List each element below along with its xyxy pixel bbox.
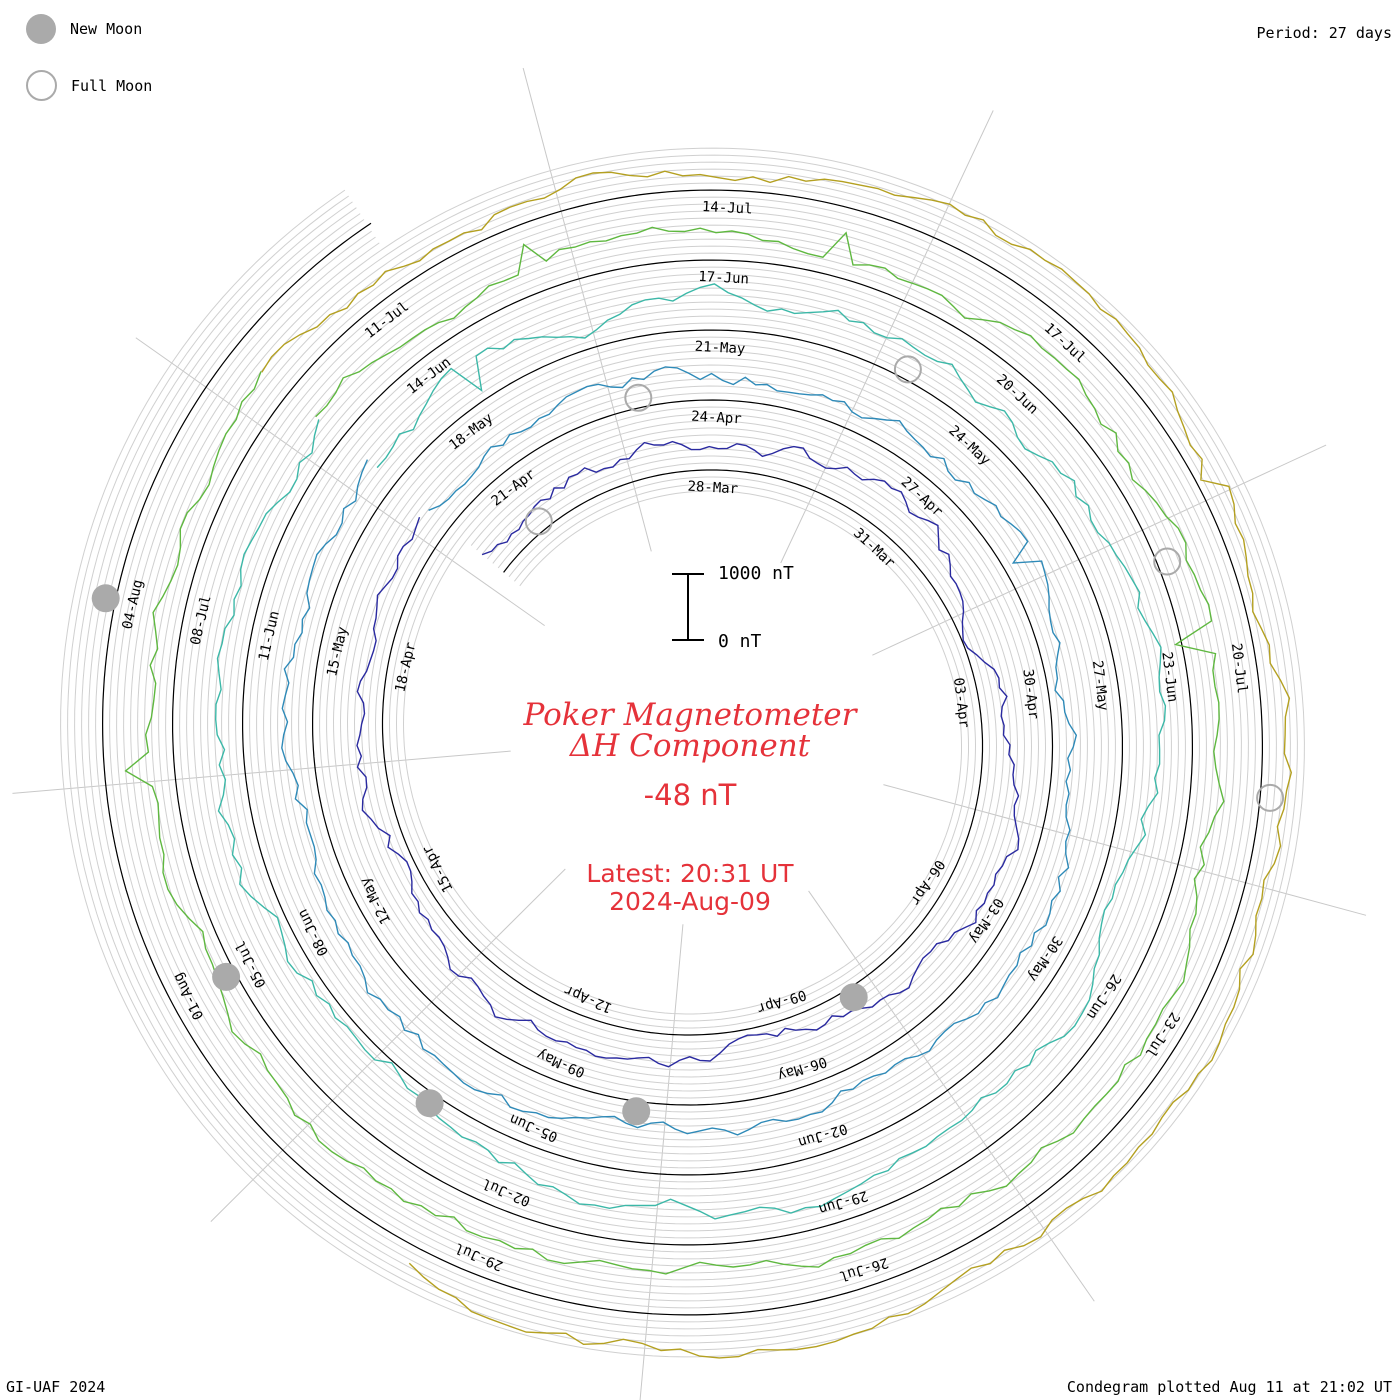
date-label: 03-May [965,895,1006,946]
date-label: 24-Apr [691,409,742,428]
scale-bottom-label: 0 nT [718,631,762,652]
date-label: 08-Jul [188,594,215,647]
new-moon-label: New Moon [70,20,143,38]
date-label: 21-May [694,339,745,358]
latest-date: 2024-Aug-09 [609,887,771,916]
date-label: 15-May [324,625,351,678]
grid-spoke [872,444,1327,656]
date-label: 30-Apr [1019,668,1041,720]
trace-ring-3 [214,283,1167,1220]
full-moon-marker [893,355,922,384]
date-label: 23-Jun [1158,651,1180,703]
date-label: 03-Apr [950,677,972,729]
date-label: 01-Aug [170,970,207,1022]
date-label: 20-Jul [1228,642,1250,694]
grid-spiral [81,168,1284,1337]
latest-time: Latest: 20:31 UT [586,859,794,888]
grid-spoke [780,110,994,564]
date-label: 28-Mar [687,479,738,498]
grid-spiral [60,147,1305,1358]
date-label: 26-Jun [1083,971,1124,1022]
scale-top-label: 1000 nT [718,563,794,584]
grid-spoke [639,924,684,1400]
full-moon-marker [624,383,653,412]
date-label: 14-Jul [702,199,753,218]
date-label: 18-Apr [392,641,419,694]
new-moon-marker [622,1097,651,1126]
trace-ring-1 [356,440,1020,1068]
trace-ring-5 [261,170,1293,1359]
grid-spiral [123,210,1242,1295]
grid-spoke [135,337,545,627]
full-moon-marker [524,507,553,536]
date-label: 11-Jun [256,609,283,662]
current-value: -48 nT [643,778,737,812]
date-label: 12-May [357,874,394,926]
new-moon-icon [26,14,56,44]
date-label: 09-Apr [755,986,808,1016]
moon-markers [91,355,1285,1126]
new-moon-marker [91,584,120,613]
period-label: Period: 27 days [1256,24,1392,42]
new-moon-marker [839,983,868,1012]
trace-ring-2 [281,366,1078,1136]
title-line-2: ΔH Component [569,728,811,764]
full-moon-label: Full Moon [71,76,153,95]
title-line-1: Poker Magnetometer [523,697,857,733]
grid-spoke [12,750,511,794]
date-label: 27-May [1089,660,1111,712]
grid-spiral [109,196,1256,1309]
grid-spoke [883,784,1367,916]
grid-spiral [74,161,1291,1344]
data-traces [124,170,1293,1359]
date-label: 17-Jun [698,269,749,288]
new-moon-marker [212,962,241,991]
full-moon-marker [1256,783,1285,812]
date-label: 04-Aug [120,578,147,631]
grid-spiral [116,203,1249,1302]
grid-spoke [522,67,652,552]
new-moon-marker [415,1089,444,1118]
chart-title: Poker Magnetometer ΔH Component [440,700,940,762]
legend-full-moon: Full Moon [26,70,152,101]
scale-bar [672,573,704,641]
full-moon-icon [26,70,57,101]
baseline [101,189,1263,1316]
trace-ring-4 [124,226,1225,1275]
grid-spiral [95,182,1270,1323]
grid-spoke [210,868,566,1222]
date-label: 23-Jul [1142,1009,1183,1060]
latest-timestamp: Latest: 20:31 UT 2024-Aug-09 [440,860,940,916]
baseline-spiral [101,189,1263,1316]
date-label: 30-May [1024,933,1065,984]
legend-new-moon: New Moon [26,14,142,44]
plotted-label: Condegram plotted Aug 11 at 21:02 UT [1066,1378,1392,1396]
full-moon-marker [1153,547,1182,576]
credit-label: GI-UAF 2024 [6,1378,106,1396]
